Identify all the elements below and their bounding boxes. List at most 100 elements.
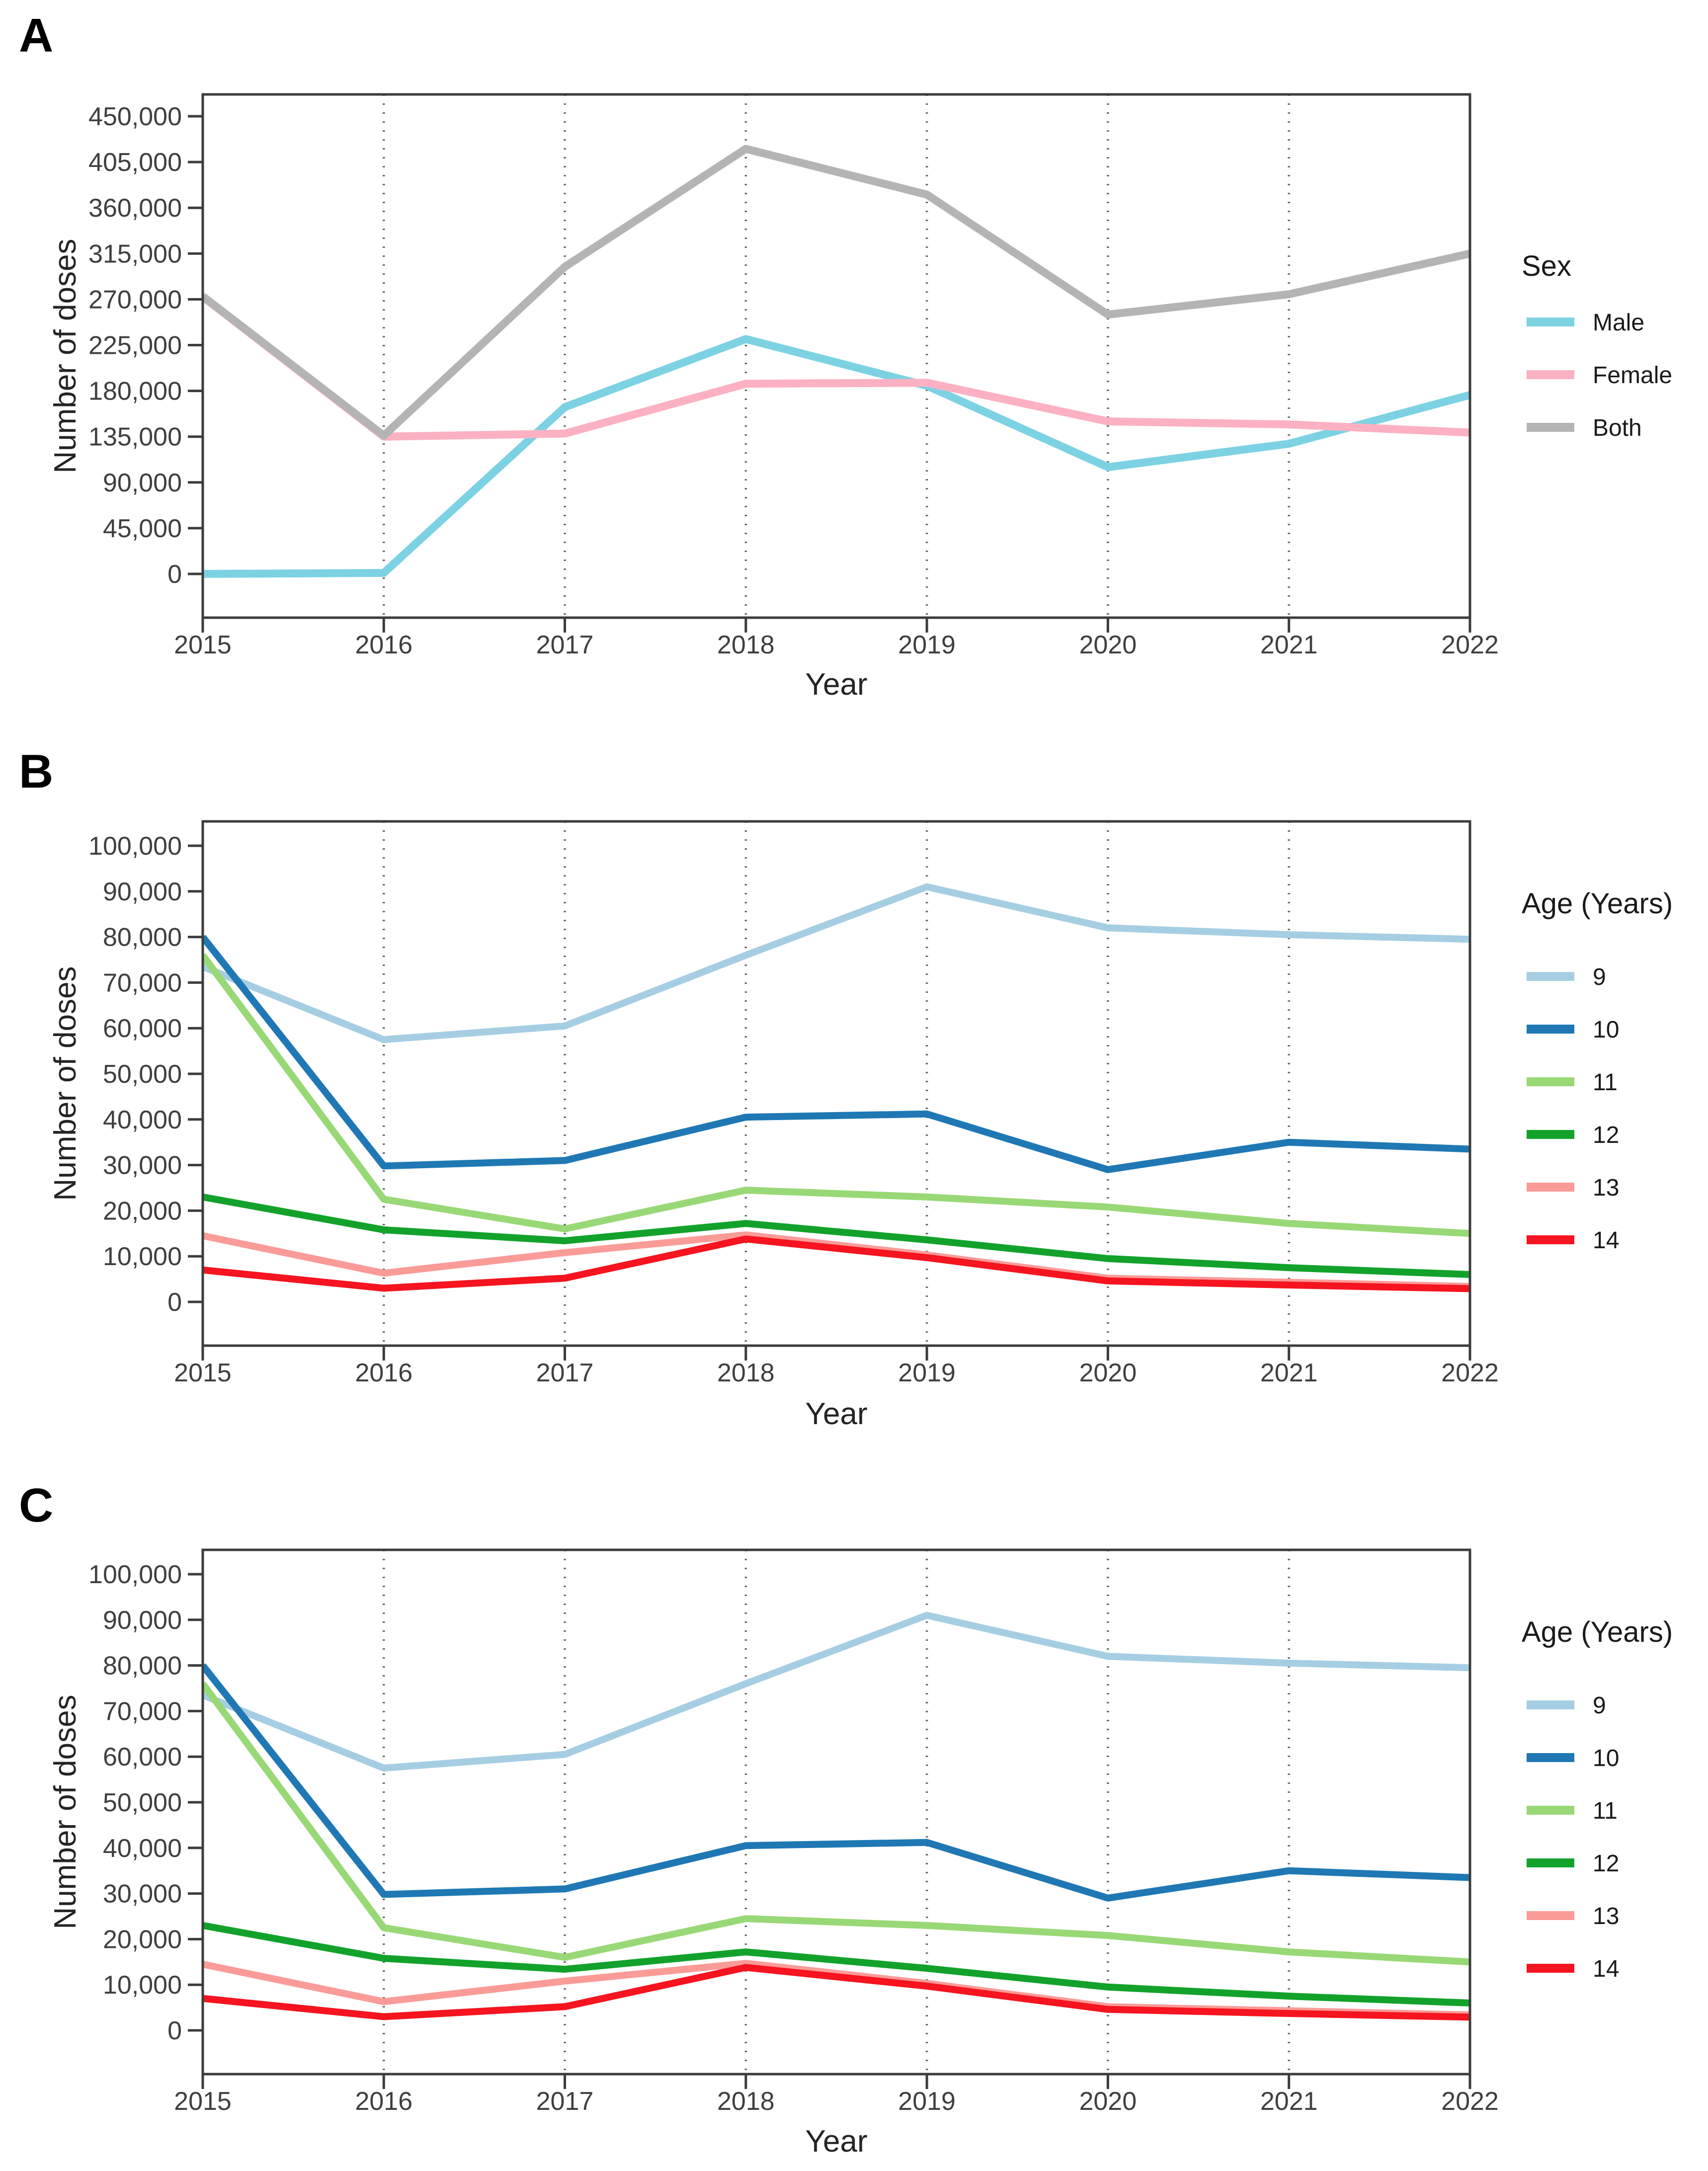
y-tick-label: 0 xyxy=(167,560,182,589)
series-line-10 xyxy=(203,935,1470,1173)
series-line-12 xyxy=(203,1922,1470,2007)
series-line-Female xyxy=(203,293,1470,441)
y-tick-label: 10,000 xyxy=(103,1242,182,1271)
legend-label-Both: Both xyxy=(1593,415,1642,441)
y-tick-label: 30,000 xyxy=(103,1151,182,1180)
legend-title: Age (Years) xyxy=(1522,887,1673,920)
x-tick-label: 2017 xyxy=(536,1359,594,1387)
y-tick-label: 20,000 xyxy=(103,1925,182,1954)
x-tick-label: 2018 xyxy=(717,1359,775,1387)
y-tick-label: 360,000 xyxy=(88,194,182,223)
legend: Age (Years) 9 10 11 12 13 14 xyxy=(1522,1616,1673,1982)
x-tick-label: 2020 xyxy=(1079,631,1137,659)
plot-border xyxy=(201,1548,1471,2076)
panel-A: 0 45,000 90,000 135,000 180,000 225,000 270,00… xyxy=(19,9,1672,702)
y-tick-label: 270,000 xyxy=(88,285,182,314)
y-tick-label: 50,000 xyxy=(103,1788,182,1817)
panel-C: 0 10,000 20,000 30,000 40,000 50,000 60,000 70,… xyxy=(19,1479,1673,2159)
x-tick-label: 2016 xyxy=(355,2087,412,2116)
y-tick-label: 135,000 xyxy=(88,423,182,452)
series-line-12 xyxy=(203,1193,1470,1278)
x-tick-label: 2018 xyxy=(717,631,775,659)
y-tick-label: 20,000 xyxy=(103,1197,182,1225)
legend-title: Sex xyxy=(1522,250,1571,282)
legend: Sex Male Female Both xyxy=(1522,250,1672,441)
x-tick-label: 2021 xyxy=(1260,2087,1318,2116)
legend-label-14: 14 xyxy=(1593,1227,1619,1254)
y-tick-label: 80,000 xyxy=(103,923,182,952)
y-tick-label: 100,000 xyxy=(88,1560,182,1589)
y-tick-label: 70,000 xyxy=(103,1697,182,1726)
series-line-13 xyxy=(203,1960,1470,2018)
y-tick-label: 10,000 xyxy=(103,1971,182,2000)
series-line-Male xyxy=(203,335,1470,578)
series-line-14 xyxy=(203,1235,1470,1292)
legend-label-Male: Male xyxy=(1593,310,1644,336)
legend-label-10: 10 xyxy=(1593,1745,1619,1771)
x-tick-label: 2016 xyxy=(355,631,412,659)
panel-letter: B xyxy=(19,745,53,798)
plot-border xyxy=(201,820,1471,1347)
x-tick-label: 2022 xyxy=(1441,1359,1499,1387)
legend-label-11: 11 xyxy=(1593,1069,1618,1096)
y-tick-label: 45,000 xyxy=(103,514,182,543)
legend-label-Female: Female xyxy=(1593,362,1672,389)
series-line-9 xyxy=(203,1611,1470,1772)
legend-label-12: 12 xyxy=(1593,1850,1619,1877)
x-tick-label: 2015 xyxy=(174,2087,232,2116)
x-tick-label: 2022 xyxy=(1441,631,1499,659)
x-tick-label: 2019 xyxy=(898,631,956,659)
y-tick-label: 0 xyxy=(167,1288,182,1317)
legend-label-11: 11 xyxy=(1593,1798,1618,1824)
x-axis-title: Year xyxy=(805,1397,867,1431)
series-line-9 xyxy=(203,883,1470,1044)
series-line-14 xyxy=(203,1964,1470,2021)
legend-title: Age (Years) xyxy=(1522,1616,1673,1648)
series-line-13 xyxy=(203,1231,1470,1290)
y-tick-label: 0 xyxy=(167,2016,182,2045)
x-tick-label: 2021 xyxy=(1260,1359,1318,1387)
series-line-11 xyxy=(203,1682,1470,1966)
y-tick-label: 90,000 xyxy=(103,878,182,906)
y-axis-title: Number of doses xyxy=(48,239,82,473)
x-tick-label: 2018 xyxy=(717,2087,775,2116)
x-tick-label: 2017 xyxy=(536,2087,594,2116)
panel-letter: C xyxy=(19,1479,53,1532)
legend-label-13: 13 xyxy=(1593,1175,1619,1201)
panel-letter: A xyxy=(19,9,53,62)
y-axis-title: Number of doses xyxy=(48,1694,82,1929)
x-tick-label: 2017 xyxy=(536,631,594,659)
x-tick-label: 2016 xyxy=(355,1359,412,1387)
plot-border xyxy=(201,93,1471,619)
y-tick-label: 30,000 xyxy=(103,1880,182,1909)
y-tick-label: 80,000 xyxy=(103,1652,182,1681)
x-tick-label: 2020 xyxy=(1079,2087,1137,2116)
panel-B: 0 10,000 20,000 30,000 40,000 50,000 60,000 70,… xyxy=(19,745,1673,1431)
y-axis-title: Number of doses xyxy=(48,966,82,1201)
legend-label-9: 9 xyxy=(1593,1692,1606,1719)
x-axis-title: Year xyxy=(805,667,867,702)
series-line-Both xyxy=(203,145,1470,440)
legend-label-12: 12 xyxy=(1593,1122,1619,1148)
y-tick-label: 60,000 xyxy=(103,1014,182,1043)
legend-label-9: 9 xyxy=(1593,964,1606,990)
series-line-10 xyxy=(203,1663,1470,1902)
x-tick-label: 2015 xyxy=(174,1359,232,1387)
y-tick-label: 90,000 xyxy=(103,1606,182,1635)
x-tick-label: 2021 xyxy=(1260,631,1318,659)
y-tick-label: 225,000 xyxy=(88,331,182,360)
x-tick-label: 2022 xyxy=(1441,2087,1499,2116)
legend: Age (Years) 9 10 11 12 13 14 xyxy=(1522,887,1673,1254)
legend-label-10: 10 xyxy=(1593,1017,1619,1043)
y-tick-label: 40,000 xyxy=(103,1106,182,1134)
y-tick-label: 70,000 xyxy=(103,968,182,997)
y-tick-label: 60,000 xyxy=(103,1743,182,1771)
x-tick-label: 2020 xyxy=(1079,1359,1137,1387)
series-line-11 xyxy=(203,953,1470,1237)
y-tick-label: 50,000 xyxy=(103,1060,182,1089)
y-tick-label: 450,000 xyxy=(88,102,182,131)
x-tick-label: 2015 xyxy=(174,631,232,659)
y-tick-label: 100,000 xyxy=(88,832,182,861)
